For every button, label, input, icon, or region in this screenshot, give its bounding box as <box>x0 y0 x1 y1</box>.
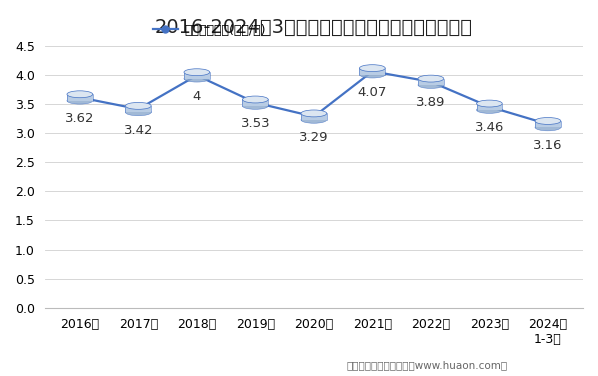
Bar <box>535 121 561 127</box>
Ellipse shape <box>67 91 93 98</box>
Text: 3.53: 3.53 <box>240 117 270 130</box>
Bar <box>359 68 385 74</box>
Text: 3.89: 3.89 <box>416 96 446 109</box>
Ellipse shape <box>184 75 210 82</box>
Bar <box>184 72 210 79</box>
Title: 2016-2024年3月郑州商品交易所锰硅期货成交均价: 2016-2024年3月郑州商品交易所锰硅期货成交均价 <box>155 18 473 36</box>
Ellipse shape <box>242 96 269 103</box>
Text: 3.16: 3.16 <box>533 139 563 152</box>
Bar <box>67 94 93 101</box>
Ellipse shape <box>359 65 385 71</box>
Ellipse shape <box>184 69 210 76</box>
Ellipse shape <box>477 100 502 107</box>
Text: 4.07: 4.07 <box>358 86 387 99</box>
Ellipse shape <box>535 118 561 124</box>
Text: 4: 4 <box>193 90 201 103</box>
Bar <box>126 106 151 112</box>
Ellipse shape <box>477 106 502 114</box>
Ellipse shape <box>301 116 327 123</box>
Ellipse shape <box>359 71 385 78</box>
Ellipse shape <box>535 124 561 131</box>
Bar <box>242 100 269 106</box>
Ellipse shape <box>67 97 93 104</box>
Bar <box>418 79 444 85</box>
Ellipse shape <box>126 109 151 116</box>
Text: 3.46: 3.46 <box>475 121 504 134</box>
Ellipse shape <box>301 110 327 117</box>
Legend: 期货成交均价(万元/手): 期货成交均价(万元/手) <box>148 19 271 42</box>
Text: 3.42: 3.42 <box>124 124 153 136</box>
Text: 3.29: 3.29 <box>299 131 329 144</box>
Bar <box>301 114 327 120</box>
Bar <box>477 103 502 110</box>
Text: 3.62: 3.62 <box>65 112 94 125</box>
Ellipse shape <box>418 82 444 88</box>
Ellipse shape <box>418 75 444 82</box>
Text: 制图：华经产业研究院（www.huaon.com）: 制图：华经产业研究院（www.huaon.com） <box>347 360 508 370</box>
Ellipse shape <box>126 102 151 109</box>
Ellipse shape <box>242 102 269 109</box>
